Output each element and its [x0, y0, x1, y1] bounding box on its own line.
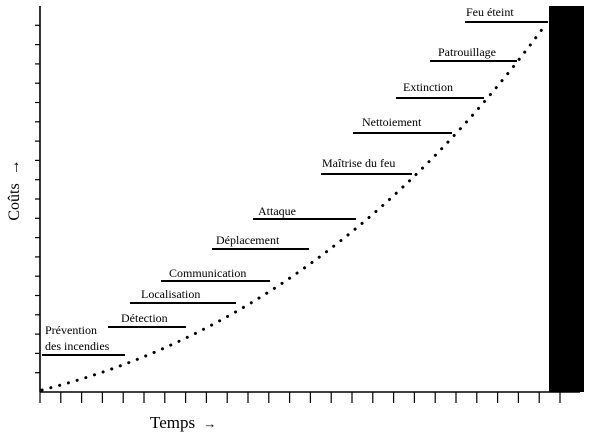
stage-label: Détection	[121, 311, 168, 325]
stage-localisation: Localisation	[130, 287, 236, 304]
stage-label-line2: des incendies	[45, 339, 110, 353]
end-black-bar	[549, 6, 584, 392]
stage-extinction: Extinction	[396, 80, 484, 99]
stage-label: Communication	[169, 266, 246, 280]
x-axis-label: Temps	[150, 413, 195, 432]
svg-text:Coûts →: Coûts →	[6, 159, 23, 220]
stage-label: Déplacement	[216, 233, 280, 247]
stage-label: Attaque	[258, 204, 296, 218]
svg-text:Temps →: Temps →	[150, 413, 216, 432]
stage-deplacement: Déplacement	[212, 233, 309, 250]
stage-label: Localisation	[141, 287, 200, 301]
y-axis-ticks	[35, 24, 40, 374]
stage-detection: Détection	[108, 311, 186, 328]
y-axis-label: Coûts	[6, 183, 23, 220]
stage-label: Maîtrise du feu	[322, 156, 395, 170]
cost-curve	[40, 22, 548, 392]
stage-label: Nettoiement	[362, 115, 422, 129]
stage-nettoiement: Nettoiement	[353, 115, 452, 134]
stage-label: Feu éteint	[466, 5, 514, 19]
stage-label: Prévention	[45, 323, 97, 337]
stage-feu-eteint: Feu éteint	[465, 5, 548, 23]
y-axis-label-group: Coûts →	[6, 159, 23, 220]
stage-prevention: Prévention des incendies	[42, 323, 125, 356]
x-axis-ticks	[39, 392, 561, 403]
y-axis-arrow: →	[6, 159, 23, 175]
stage-communication: Communication	[161, 266, 270, 282]
stage-attaque: Attaque	[253, 204, 356, 220]
stage-label: Patrouillage	[438, 45, 496, 59]
stage-patrouillage: Patrouillage	[430, 45, 517, 62]
stage-maitrise: Maîtrise du feu	[321, 156, 412, 175]
x-axis-arrow: →	[203, 416, 216, 431]
stage-label: Extinction	[403, 80, 453, 94]
